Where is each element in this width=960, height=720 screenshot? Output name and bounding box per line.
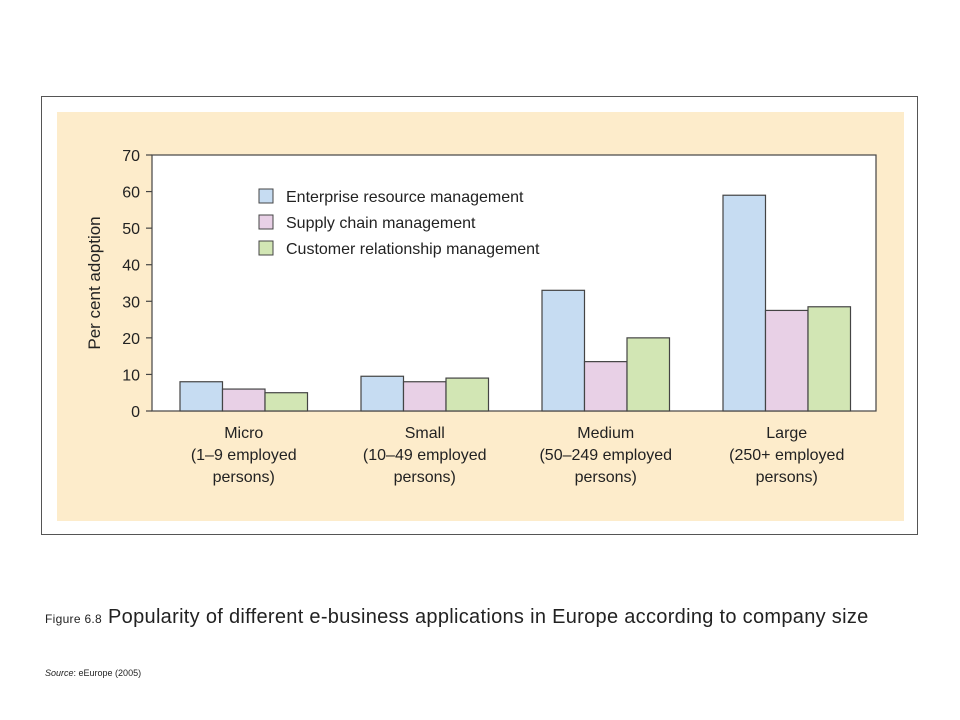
source-key: Source — [45, 668, 74, 678]
x-tick-label: (250+ employed — [729, 447, 844, 464]
y-tick-label: 0 — [131, 404, 140, 421]
legend-label: Customer relationship management — [286, 241, 540, 258]
bar — [583, 361, 628, 412]
legend-swatch — [258, 240, 274, 256]
figure-label: Figure 6.8 — [45, 612, 103, 626]
bar-chart: 0 10 20 30 40 50 60 70 Per cent adoption Micro (1–… — [57, 112, 904, 521]
legend-swatch — [258, 188, 274, 204]
bar — [626, 337, 671, 412]
x-tick-label: (50–249 employed — [539, 447, 672, 464]
x-tick-label: Large — [766, 425, 807, 442]
legend-label: Enterprise resource management — [286, 189, 524, 206]
y-axis-label: Per cent adoption — [85, 216, 104, 349]
x-tick-label: Medium — [577, 425, 634, 442]
y-tick-label: 50 — [122, 221, 140, 238]
x-tick-label: persons) — [575, 469, 637, 486]
y-tick-label: 10 — [122, 367, 140, 384]
legend-label: Supply chain management — [286, 215, 476, 232]
x-tick-label: persons) — [394, 469, 456, 486]
x-tick-label: Small — [405, 425, 445, 442]
x-tick-label: (1–9 employed — [191, 447, 297, 464]
x-tick-label: persons) — [756, 469, 818, 486]
bar — [764, 309, 809, 412]
figure-source: Source: eEurope (2005) — [45, 668, 141, 678]
y-tick-label: 40 — [122, 258, 140, 275]
bar — [264, 392, 309, 412]
source-text: : eEurope (2005) — [73, 668, 142, 678]
bar — [807, 306, 852, 412]
y-tick-label: 30 — [122, 294, 140, 311]
figure-title: Popularity of different e-business appli… — [108, 606, 869, 628]
y-tick-label: 70 — [122, 148, 140, 165]
y-tick-label: 60 — [122, 185, 140, 202]
bar — [722, 194, 767, 412]
bar — [221, 388, 266, 412]
legend-swatch — [258, 214, 274, 230]
x-tick-label: Micro — [224, 425, 263, 442]
x-tick-label: persons) — [213, 469, 275, 486]
y-tick-label: 20 — [122, 331, 140, 348]
bar — [541, 289, 586, 412]
x-tick-label: (10–49 employed — [363, 447, 487, 464]
figure-caption: Figure 6.8 Popularity of different e-busi… — [45, 604, 915, 633]
bar — [445, 377, 490, 412]
bar — [360, 375, 405, 412]
bar — [402, 381, 447, 412]
figure-frame: 0 10 20 30 40 50 60 70 Per cent adoption Micro (1–… — [41, 96, 918, 535]
bar — [179, 381, 224, 412]
